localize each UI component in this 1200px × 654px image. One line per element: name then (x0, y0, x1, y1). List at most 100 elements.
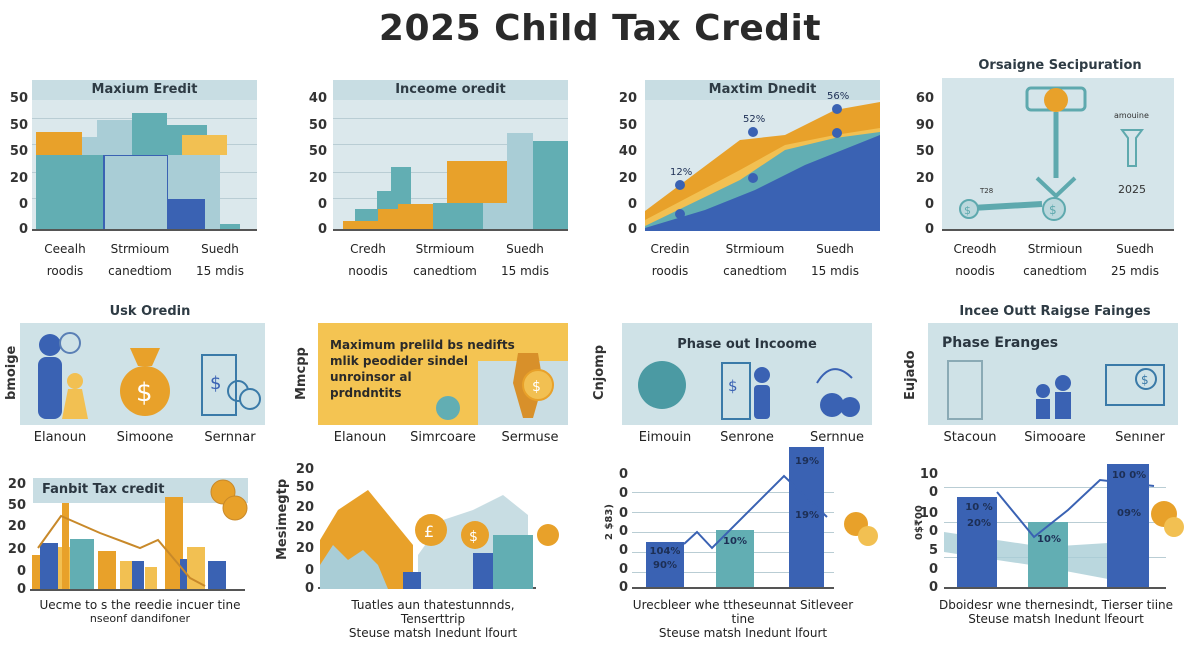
bar (447, 161, 507, 203)
row2-0-ylabel: bmoige (4, 345, 19, 400)
clipboard-icon (947, 360, 983, 420)
row1-3-xlabels-0-0: Creodh (953, 242, 997, 256)
row3-1-yticks-6: 0 (304, 581, 314, 596)
row3-1-yticks-4: 20 (295, 541, 314, 556)
row3-2-yticks-5: 0 (618, 562, 628, 577)
row3-3-yticks-0: 10 (919, 467, 938, 482)
polygon (645, 135, 880, 231)
text: $ (964, 204, 971, 217)
family-icon (1036, 384, 1050, 398)
row3-2-yticks-1: 0 (618, 486, 628, 501)
rect (493, 535, 533, 589)
row3-3-yticks-6: 0 (928, 580, 938, 595)
x-label: Strmioum canedtiom (85, 238, 195, 282)
row3-3-yticks-3: 0 (928, 524, 938, 539)
row2-3-labels-0: Stacoun (943, 430, 997, 445)
row1-0-yticks-0: 50 (9, 91, 28, 106)
row1-1-xlabels-1-1: canedtiom (413, 264, 477, 278)
row3-1-yticks-0: 20 (295, 462, 314, 477)
row3-3-bar_labels-2: 10% (1037, 534, 1061, 545)
svg: £ $ (320, 490, 559, 589)
row1-3-xlabels-2-1: 25 mdis (1111, 264, 1159, 278)
bar (398, 204, 433, 229)
row3-0-xlabels-1: nseonf dandifoner (89, 612, 191, 625)
family-icon: $ $ (38, 332, 261, 419)
path (816, 368, 853, 384)
gl (632, 492, 834, 493)
row3-2-yticks-6: 0 (618, 580, 628, 595)
row2-1-text-3: prdndntits (330, 386, 402, 400)
bar (378, 209, 398, 229)
bar (36, 132, 82, 155)
row3-0-yticks-3: 20 (7, 542, 26, 557)
row2-0-labels-0: Elanoun (33, 430, 87, 445)
xl: Strmioum canedtiom (700, 238, 810, 282)
coin-icon (537, 524, 559, 546)
row3-3-xlabels-0: Dboidesr wne thernesindt, Tierser tiine (938, 598, 1174, 612)
text: $ (1049, 203, 1057, 217)
plot: £ $ (318, 465, 559, 589)
row1-1-yticks-3: 20 (308, 171, 327, 186)
row1-1-xlabels-0-1: noodis (348, 264, 388, 278)
row2-0-title: Usk Oredin (109, 304, 191, 319)
path (62, 389, 88, 419)
row1-2-yticks-2: 40 (618, 144, 637, 159)
row1-0-xlabels-0-1: roodis (46, 264, 84, 278)
money-bag-icon (436, 396, 460, 420)
ib: Phase out Incoome $ (622, 323, 872, 425)
svg: $ (638, 361, 860, 420)
bar (507, 133, 533, 229)
ib: $ $ (20, 323, 265, 425)
cycle-icon (820, 393, 844, 417)
div: Dboidesr wne thernesindt, Tierser tiine S… (936, 598, 1176, 626)
row3-3-yticks-5: 0 (928, 562, 938, 577)
gl (944, 487, 1166, 488)
row3-2-xlabels-0: Urecbleer whe ttheseunnat Sitleveer tine (632, 598, 854, 626)
polygon (320, 545, 388, 589)
bar (98, 551, 116, 589)
text: $ (469, 529, 478, 545)
row2-3-header: Phase Eranges (942, 335, 1059, 351)
row3-1-yticks-3: 20 (295, 520, 314, 535)
bar (220, 224, 240, 229)
money-bag-icon (120, 366, 170, 416)
row1-1-xlabels-2-1: 15 mdis (501, 264, 549, 278)
row1-2-xlabels-2-1: 15 mdis (811, 264, 859, 278)
polyline (683, 474, 828, 550)
row3-0-yticks-2: 20 (7, 519, 26, 534)
xl: Credin roodis (615, 238, 725, 282)
circle (840, 397, 860, 417)
bar (789, 447, 824, 587)
ib: Phase Eranges $ (928, 323, 1178, 425)
bar (97, 120, 132, 155)
dollar-coin-icon (461, 521, 489, 549)
circle (748, 127, 758, 137)
monitor-coins-icon (1105, 364, 1165, 406)
bar (533, 141, 568, 229)
row3-2-bar_labels-0: 104% (649, 546, 681, 557)
row3-2-yticks-3: 0 (618, 524, 628, 539)
rect (38, 357, 62, 419)
x-label: Ceealh roodis (10, 238, 120, 282)
row1-3-yticks-2: 50 (915, 144, 934, 159)
row3-1-yticks-1: 50 (295, 480, 314, 495)
row2-1-labels-1: Simrcoare (410, 430, 476, 445)
circle (67, 373, 83, 389)
row1-3-yticks-4: 0 (924, 197, 934, 212)
row1-0-xlabels-0-0: Ceealh (44, 242, 86, 256)
xl: Credh noodis (313, 238, 423, 282)
row1-3-xlabels-2-0: Suedh (1116, 242, 1154, 256)
bar (208, 561, 226, 589)
bar (36, 155, 104, 229)
xl: Suedh 25 mdis (1080, 238, 1190, 282)
x-label: Suedh 15 mdis (165, 238, 275, 282)
row1-2-annotations-1: 52% (743, 114, 765, 125)
row2-1-labels-0: Elanoun (333, 430, 387, 445)
row1-3-yticks-5: 0 (924, 222, 934, 237)
bar (62, 503, 69, 589)
rect (754, 385, 770, 419)
row2-0-labels-1: Simoone (116, 430, 174, 445)
xl: Suedh 15 mdis (470, 238, 580, 282)
chart-title: Orsaigne Secipuration (978, 58, 1142, 73)
circle (675, 209, 685, 219)
